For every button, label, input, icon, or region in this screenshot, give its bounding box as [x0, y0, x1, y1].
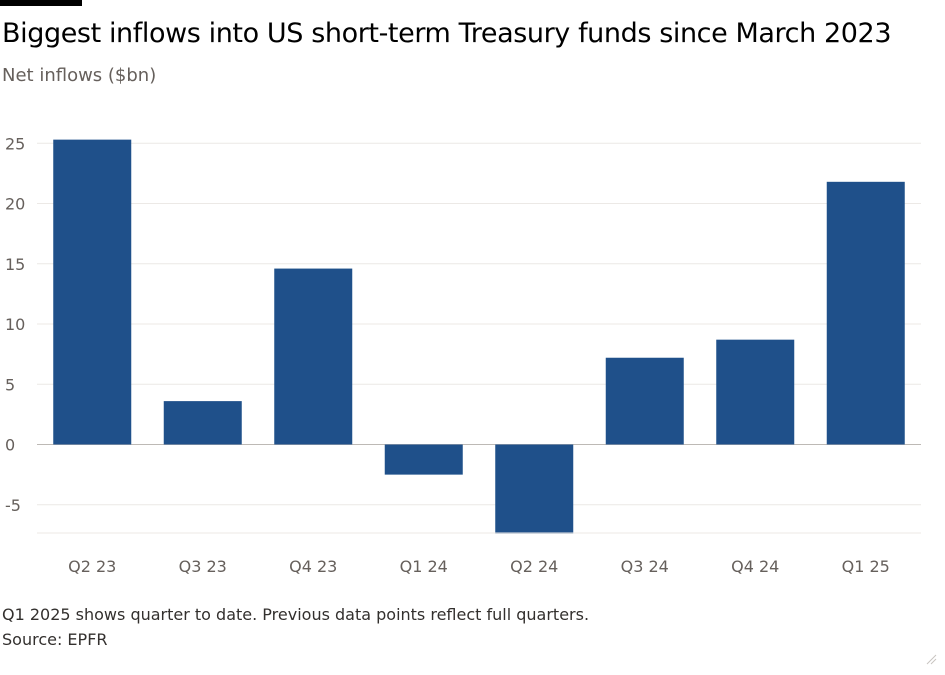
y-tick-label: 5	[5, 375, 15, 394]
chart-title: Biggest inflows into US short-term Treas…	[2, 18, 892, 49]
x-tick-label: Q3 23	[179, 557, 227, 576]
y-tick-label: 20	[5, 195, 25, 214]
bar-q4-23	[274, 268, 353, 445]
y-tick-label: 0	[5, 436, 15, 455]
bar-q3-23	[163, 401, 242, 445]
chart-footnote: Q1 2025 shows quarter to date. Previous …	[2, 605, 590, 624]
bar-q1-25	[826, 181, 905, 445]
bar-q3-24	[605, 357, 684, 445]
bar-q1-24	[384, 444, 463, 475]
x-tick-label: Q1 25	[842, 557, 890, 576]
chart-source: Source: EPFR	[2, 630, 108, 649]
y-tick-label: 25	[5, 134, 25, 153]
x-tick-label: Q2 24	[510, 557, 558, 576]
bar-q2-23	[53, 139, 132, 445]
x-tick-label: Q3 24	[621, 557, 669, 576]
y-tick-label: 15	[5, 255, 25, 274]
bar-q2-24	[495, 444, 574, 534]
x-tick-label: Q4 24	[731, 557, 779, 576]
y-tick-label: -5	[5, 496, 21, 515]
x-tick-label: Q1 24	[400, 557, 448, 576]
x-tick-label: Q2 23	[68, 557, 116, 576]
brand-accent-bar	[0, 0, 82, 6]
resize-grip-icon	[926, 654, 937, 665]
chart-subtitle: Net inflows ($bn)	[2, 65, 157, 86]
bar-q4-24	[716, 339, 795, 445]
y-tick-label: 10	[5, 315, 25, 334]
x-tick-label: Q4 23	[289, 557, 337, 576]
